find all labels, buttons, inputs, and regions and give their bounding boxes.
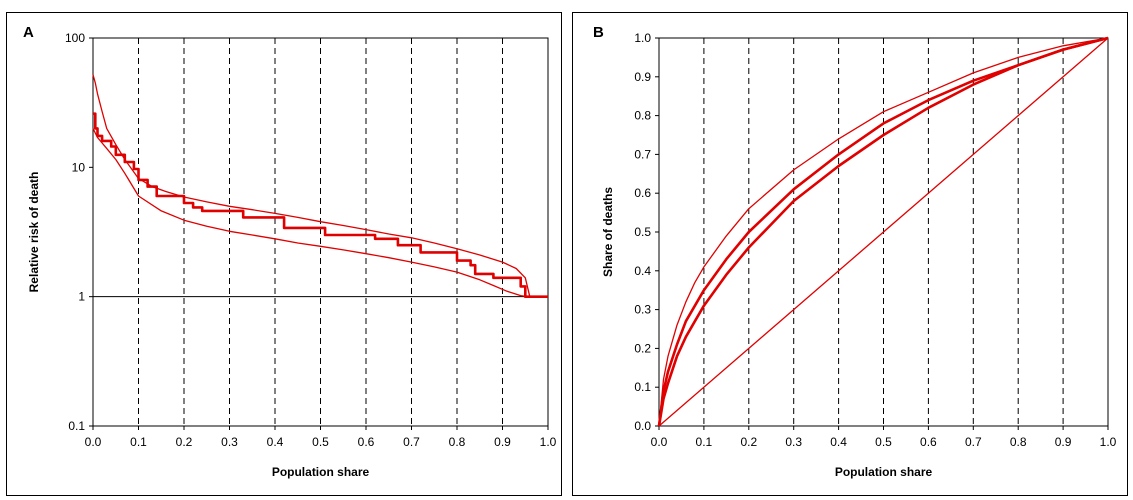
panel-letter-a: A (23, 24, 34, 41)
y-tick-label: 0.1 (634, 380, 651, 394)
x-tick-label: 0.4 (830, 435, 847, 449)
x-tick-label: 0.1 (696, 435, 713, 449)
x-tick-label: 0.8 (449, 435, 466, 449)
chart-panel-b: B 0.0 0.1 0.2 0.3 0.4 0.5 0.6 0.7 0.8 0.9 1.0 0.0 0.1… (572, 12, 1128, 496)
x-tick-label: 0.7 (965, 435, 982, 449)
series-line-1 (92, 74, 548, 298)
y-tick-label: 0.8 (634, 109, 651, 123)
x-tick-label: 0.6 (920, 435, 937, 449)
x-tick-label: 0.2 (740, 435, 757, 449)
series-line-2 (657, 36, 1109, 427)
x-tick-label: 0.0 (651, 435, 668, 449)
x-tick-label: 0.9 (494, 435, 511, 449)
y-tick-label: 0.7 (634, 147, 651, 161)
x-axis-label: Population share (835, 465, 933, 479)
y-tick-label: 0.2 (634, 341, 651, 355)
y-tick-label: 0.5 (634, 225, 651, 239)
x-tick-label: 0.7 (403, 435, 420, 449)
x-tick-label: 0.3 (785, 435, 802, 449)
x-tick-label: 0.9 (1055, 435, 1072, 449)
x-tick-label: 0.0 (85, 435, 102, 449)
y-tick-label: 0.0 (634, 419, 651, 433)
y-axis-label: Relative risk of death (27, 172, 41, 293)
y-tick-label: 1.0 (634, 31, 651, 45)
chart-panel-a: A 0.0 0.1 0.2 0.3 0.4 0.5 0.6 0.7 0.8 0.9 1.0 0.1 1 10… (6, 12, 562, 496)
x-tick-label: 1.0 (540, 435, 557, 449)
series-line-3 (657, 36, 1109, 427)
y-axis-label: Share of deaths (601, 187, 615, 277)
y-tick-label: 0.3 (634, 303, 651, 317)
x-tick-label: 0.2 (176, 435, 193, 449)
x-axis-label: Population share (272, 465, 370, 479)
chart-b-svg: B 0.0 0.1 0.2 0.3 0.4 0.5 0.6 0.7 0.8 0.9 1.0 0.0 0.1… (593, 24, 1117, 479)
y-tick-label: 0.4 (634, 264, 651, 278)
series-line-2 (93, 112, 548, 299)
x-tick-label: 0.3 (221, 435, 238, 449)
y-tick-label: 0.6 (634, 186, 651, 200)
panel-letter-b: B (593, 24, 604, 41)
y-tick-label: 10 (72, 160, 86, 174)
x-tick-label: 1.0 (1100, 435, 1117, 449)
x-tick-label: 0.8 (1010, 435, 1027, 449)
x-tick-label: 0.4 (267, 435, 284, 449)
series-line-3 (92, 128, 548, 298)
x-tick-label: 0.6 (358, 435, 375, 449)
x-tick-label: 0.5 (875, 435, 892, 449)
series-line-1 (658, 37, 1109, 427)
y-tick-label: 0.9 (634, 70, 651, 84)
x-tick-label: 0.5 (312, 435, 329, 449)
chart-a-svg: A0.0 0.1 0.2 0.3 0.4 0.5 0.6 0.7 0.8 0.9 1.00.1110… (23, 24, 557, 479)
y-tick-label: 100 (65, 31, 85, 45)
y-tick-label: 1 (78, 290, 85, 304)
series-line-4 (658, 37, 1109, 427)
x-tick-label: 0.1 (130, 435, 147, 449)
y-tick-label: 0.1 (68, 419, 85, 433)
